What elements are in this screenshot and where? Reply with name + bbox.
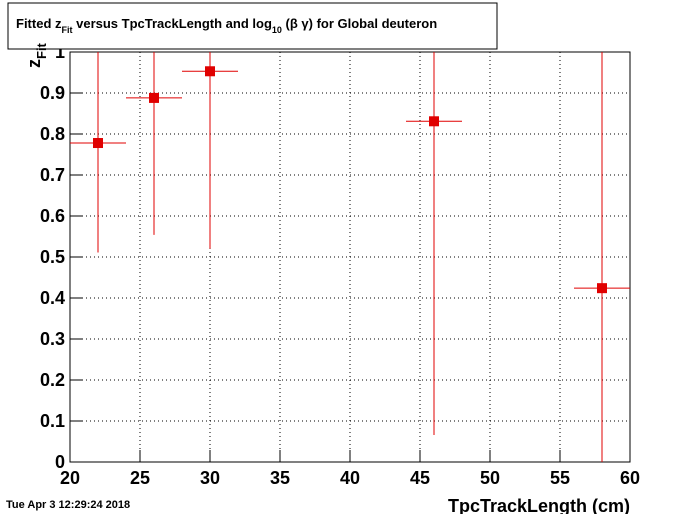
y-tick-label: 0.4 [40, 288, 65, 308]
marker [429, 116, 439, 127]
y-label-part: z [24, 59, 44, 68]
data-marks [70, 52, 630, 462]
timestamp: Tue Apr 3 12:29:24 2018 [6, 499, 130, 511]
title-part: versus TpcTrackLength and log [73, 16, 272, 31]
x-tick-label: 55 [550, 468, 570, 488]
x-tick-label: 30 [200, 468, 220, 488]
title-sub: 10 [272, 25, 282, 35]
grid [69, 51, 631, 463]
y-tick-label: 0.5 [40, 247, 65, 267]
y-tick-label: 0.3 [40, 329, 65, 349]
x-tick-label: 35 [270, 468, 290, 488]
axes: 20 25 30 35 40 45 50 55 60 0 0.1 0.2 0.3 0.4 0.5 0.6 0.7… [40, 42, 640, 488]
marker [597, 283, 607, 294]
x-tick-label: 25 [130, 468, 150, 488]
x-tick-label: 60 [620, 468, 640, 488]
y-tick-label: 0.8 [40, 124, 65, 144]
x-tick-label: 40 [340, 468, 360, 488]
chart-title: Fitted zFit versus TpcTrackLength and lo… [16, 16, 437, 35]
y-label-sub: Fit [34, 42, 49, 59]
title-sub: Fit [62, 25, 73, 35]
y-tick-label: 0.9 [40, 83, 65, 103]
y-tick-label: 0 [55, 452, 65, 472]
x-tick-label: 20 [60, 468, 80, 488]
x-tick-label: 45 [410, 468, 430, 488]
y-axis-label: zFit [24, 42, 49, 68]
title-part: (β γ) for Global deuteron [282, 16, 437, 31]
x-tick-label: 50 [480, 468, 500, 488]
title-box [7, 2, 498, 50]
y-tick-label: 1 [55, 42, 65, 62]
title-part: Fitted z [16, 16, 62, 31]
y-tick-label: 0.7 [40, 165, 65, 185]
y-tick-label: 0.1 [40, 411, 65, 431]
marker [149, 92, 159, 103]
y-tick-label: 0.6 [40, 206, 65, 226]
marker [93, 138, 103, 149]
y-tick-label: 0.2 [40, 370, 65, 390]
marker [205, 66, 215, 77]
x-axis-label: TpcTrackLength (cm) [448, 496, 630, 514]
